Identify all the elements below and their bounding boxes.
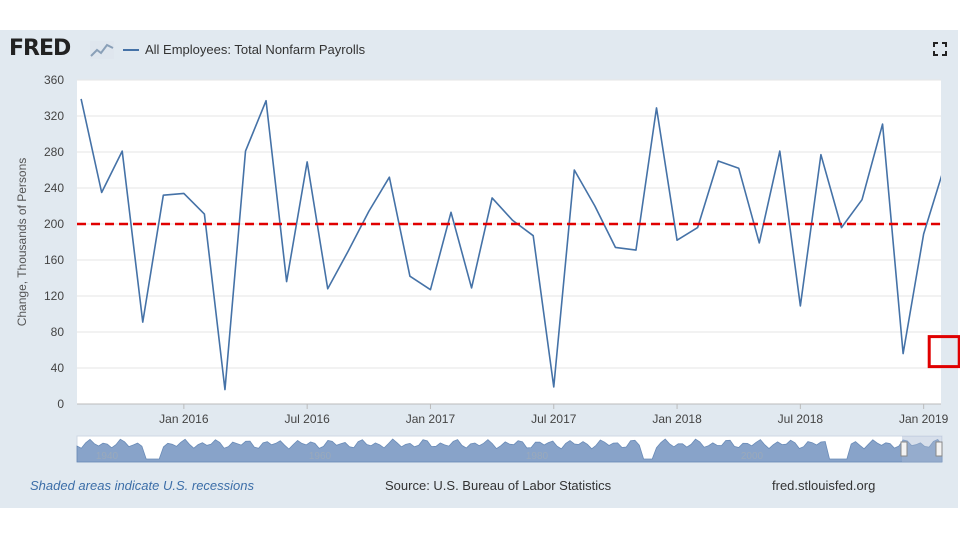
series-line[interactable] [80, 98, 944, 391]
navigator-area [76, 438, 943, 463]
y-tick-label: 280 [44, 145, 64, 159]
x-tick-label: Jan 2019 [899, 412, 949, 426]
trend-line-icon [90, 41, 114, 59]
y-tick-label: 40 [51, 361, 65, 375]
x-tick-label: Jul 2018 [778, 412, 824, 426]
navigator-year-label: 1940 [96, 451, 119, 462]
fred-url-link[interactable]: fred.stlouisfed.org [772, 478, 876, 493]
x-tick-label: Jan 2018 [652, 412, 702, 426]
navigator-year-label: 1960 [309, 451, 332, 462]
navigator-year-label: 1980 [526, 451, 549, 462]
y-tick-label: 120 [44, 289, 64, 303]
fred-logo[interactable]: FRED [9, 36, 71, 61]
highlight-box [927, 335, 960, 369]
y-tick-label: 360 [44, 73, 64, 87]
x-tick-label: Jul 2017 [531, 412, 577, 426]
y-tick-label: 80 [51, 325, 65, 339]
legend-label: All Employees: Total Nonfarm Payrolls [145, 42, 366, 57]
navigator-selection[interactable] [902, 436, 942, 462]
fullscreen-icon[interactable] [933, 42, 947, 56]
y-tick-label: 0 [57, 397, 64, 411]
y-tick-label: 240 [44, 181, 64, 195]
x-tick-label: Jan 2016 [159, 412, 209, 426]
navigator-handle-left[interactable] [900, 441, 908, 457]
recession-note-link[interactable]: Shaded areas indicate U.S. recessions [30, 478, 255, 493]
y-tick-label: 160 [44, 253, 64, 267]
legend-swatch [123, 48, 139, 51]
y-tick-label: 200 [44, 217, 64, 231]
navigator-handle-right[interactable] [935, 441, 943, 457]
source-text: Source: U.S. Bureau of Labor Statistics [385, 478, 612, 493]
legend[interactable]: All Employees: Total Nonfarm Payrolls [123, 42, 365, 57]
y-tick-label: 320 [44, 109, 64, 123]
x-tick-label: Jul 2016 [284, 412, 330, 426]
x-tick-label: Jan 2017 [406, 412, 456, 426]
navigator-year-label: 2000 [741, 451, 764, 462]
